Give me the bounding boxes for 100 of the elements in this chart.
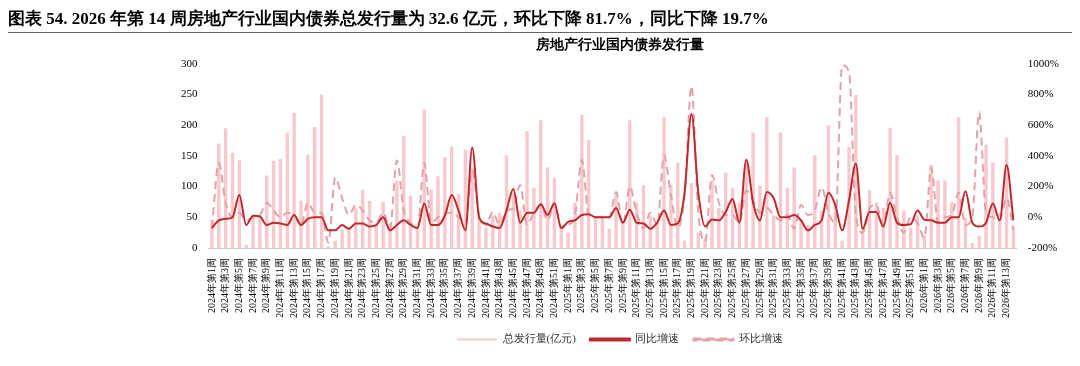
x-tick-label: 2024年第51周 [548,258,560,318]
y2-tick-label: 0% [1027,210,1043,223]
bar [436,176,440,248]
bar [751,132,755,248]
y-tick-label: 200 [181,118,198,131]
bar [251,217,255,248]
bar [621,222,625,248]
x-tick-label: 2024年第27周 [383,258,395,318]
chart-title: 房地产行业国内债券发行量 [535,36,704,53]
x-tick-label: 2024年第13周 [287,258,299,318]
x-tick-label: 2025年第47周 [876,258,888,318]
line-series [210,64,1015,244]
x-tick-label: 2025年第15周 [657,258,669,318]
bar [991,162,995,248]
x-tick-label: 2025年第21周 [698,258,710,318]
x-tick-label: 2025年第41周 [835,258,847,318]
bar [888,127,892,248]
x-tick-label: 2024年第45周 [506,258,518,318]
x-tick-label: 2024年第3周 [219,258,231,313]
x-tick-label: 2025年第31周 [767,258,779,318]
bar [340,229,344,248]
x-tick-label: 2024年第49周 [534,258,546,318]
bar [566,232,570,248]
x-tick-label: 2025年第51周 [904,258,916,318]
bar [662,117,666,248]
y2-tick-label: 800% [1027,87,1054,100]
y-tick-label: 300 [181,56,198,69]
bar [484,227,488,248]
bar [799,220,803,248]
x-tick-label: 2024年第5周 [232,258,244,313]
y2-tick-label: 600% [1027,118,1054,131]
y-tick-label: 250 [181,87,198,100]
x-tick-label: 2025年第37周 [808,258,820,318]
x-tick-label: 2025年第19周 [685,258,697,318]
x-tick-label: 2024年第29周 [397,258,409,318]
x-tick-label: 2025年第25周 [726,258,738,318]
bar [258,217,262,248]
x-tick-label: 2024年第9周 [260,258,272,313]
x-tick-label: 2026年第7周 [959,258,971,313]
y-tick-label: 150 [181,148,198,161]
bar [532,187,536,248]
x-tick-label: 2025年第11周 [630,258,642,318]
x-tick-label: 2024年第39周 [465,258,477,318]
x-tick-label: 2025年第17周 [671,258,683,318]
x-tick-label: 2024年第35周 [438,258,450,318]
x-tick-label: 2026年第11周 [986,258,998,318]
x-tick-label: 2024年第25周 [369,258,381,318]
x-tick-label: 2024年第23周 [356,258,368,318]
bar [299,200,303,248]
bar [943,180,947,248]
bar [717,208,721,248]
bar [477,217,481,248]
x-tick-label: 2026年第1周 [917,258,929,313]
x-tick-label: 2025年第43周 [849,258,861,318]
bar [895,155,899,248]
x-tick-label: 2025年第49周 [890,258,902,318]
bar [655,222,659,248]
bar [792,167,796,248]
x-tick-label: 2024年第21周 [342,258,354,318]
bar [306,154,310,248]
bar [628,120,632,248]
x-tick-label: 2025年第13周 [643,258,655,318]
x-tick-label: 2025年第29周 [753,258,765,318]
x-tick-label: 2024年第7周 [246,258,258,313]
bar [395,180,399,248]
x-tick-label: 2024年第47周 [520,258,532,318]
x-tick-label: 2025年第27周 [739,258,751,318]
x-tick-label: 2024年第11周 [274,258,286,318]
x-tick-label: 2024年第19周 [328,258,340,318]
y2-tick-label: 1000% [1027,56,1060,69]
legend-label: 同比增速 [635,332,680,345]
x-tick-label: 2025年第45周 [863,258,875,318]
x-tick-label: 2024年第43周 [493,258,505,318]
line-series [210,112,1015,232]
x-tick-label: 2025年第1周 [561,258,573,313]
x-tick-label: 2025年第3周 [575,258,587,313]
bar [491,215,495,248]
x-tick-label: 2024年第15周 [301,258,313,318]
x-tick-label: 2024年第17周 [315,258,327,318]
bar [614,192,618,248]
bar [840,240,844,248]
x-tick-label: 2025年第35周 [794,258,806,318]
x-tick-label: 2024年第31周 [411,258,423,318]
legend-label: 环比增速 [738,332,783,345]
bar [765,117,769,248]
x-tick-label: 2025年第7周 [602,258,614,313]
y2-tick-label: 400% [1027,148,1054,161]
x-tick-label: 2026年第13周 [1000,258,1012,318]
y-tick-label: 50 [186,210,198,223]
x-tick-label: 2025年第23周 [712,258,724,318]
y2-tick-label: 200% [1027,179,1054,192]
bar [525,131,529,248]
bar [292,112,296,248]
bar [443,157,447,248]
y-tick-label: 0 [192,240,198,253]
text: 图表 54. 2026 年第 14 周房地产行业国内债券总发行量为 32.6 亿元，环比下降 81.7%，同比下降 19.7% [8,8,1072,33]
bar [977,235,981,248]
y2-tick-label: -200% [1027,240,1058,253]
bar [580,114,584,248]
x-tick-label: 2025年第5周 [589,258,601,313]
